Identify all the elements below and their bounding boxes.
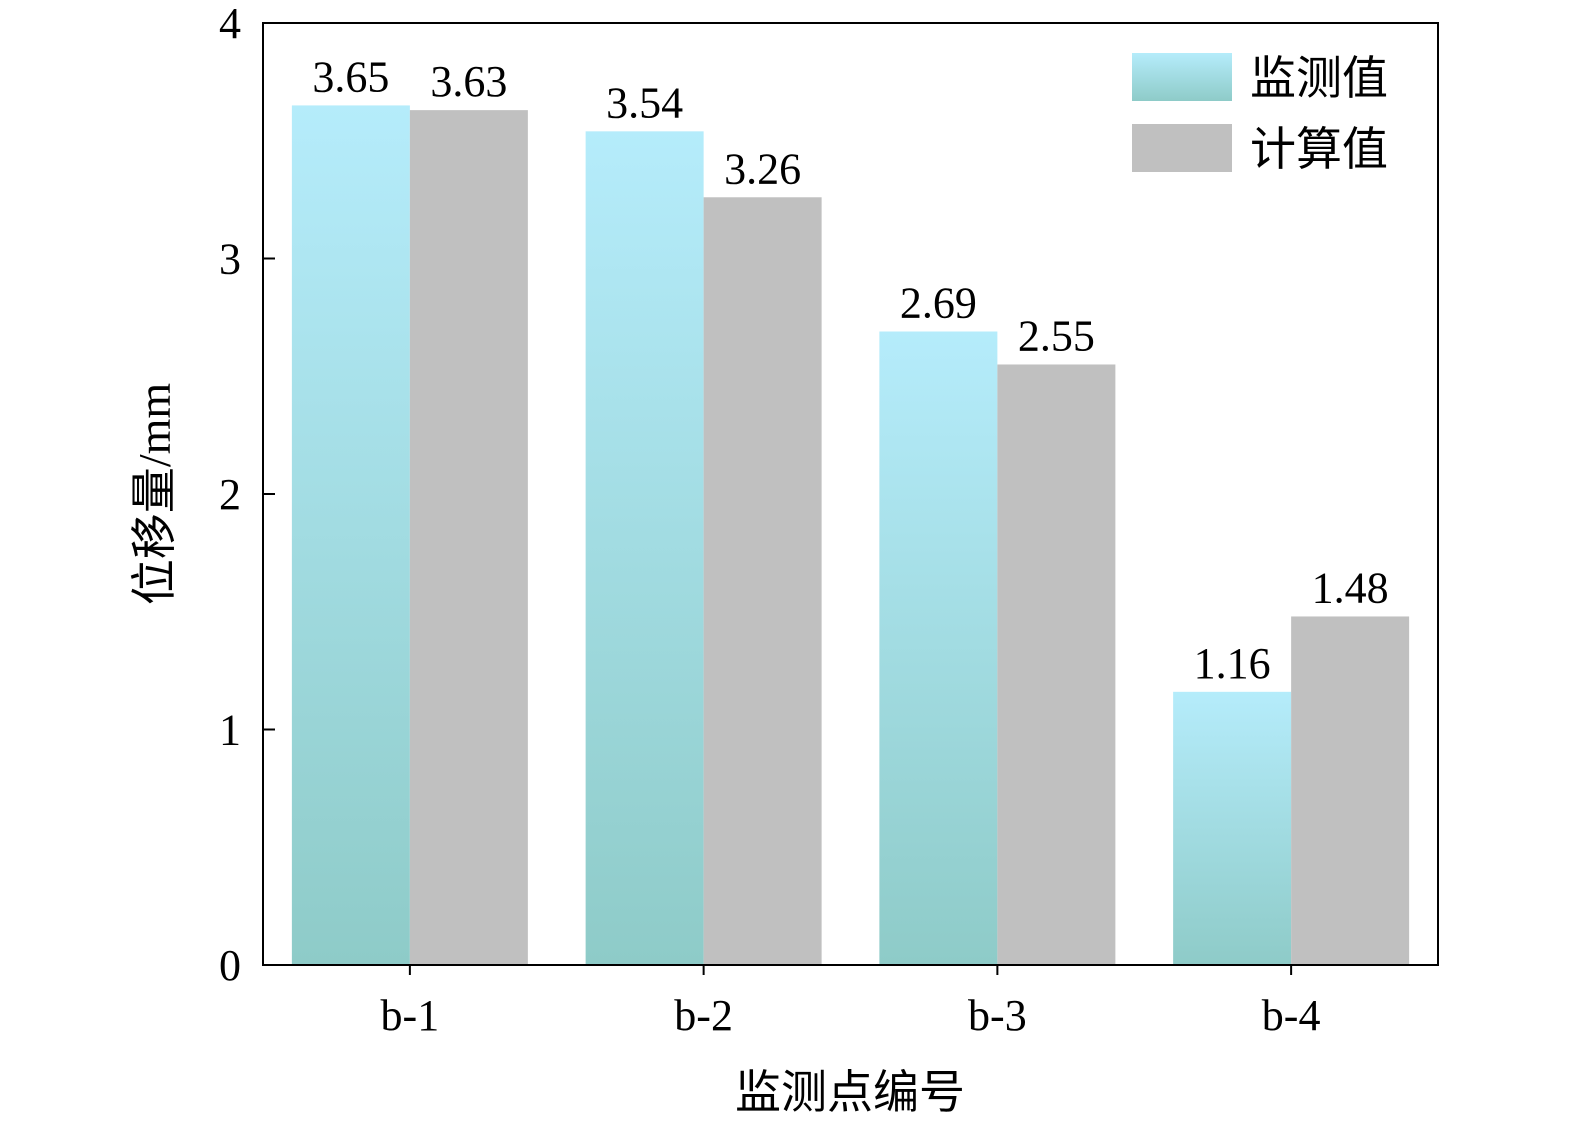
data-label-monitor-b-2: 3.54: [606, 78, 683, 127]
legend-swatch-monitor: [1132, 53, 1232, 101]
data-label-monitor-b-4: 1.16: [1194, 639, 1271, 688]
x-tick-label: b-3: [968, 991, 1027, 1040]
data-label-monitor-b-3: 2.69: [900, 279, 977, 328]
data-label-calc-b-2: 3.26: [724, 144, 801, 193]
legend-label-monitor: 监测值: [1250, 53, 1388, 104]
bar-calc-b-3: [997, 364, 1116, 966]
bar-calc-b-2: [703, 197, 822, 965]
y-tick-label: 1: [219, 706, 241, 755]
y-axis-title: 位移量/mm: [129, 383, 180, 606]
bar-monitor-b-3: [879, 331, 998, 965]
data-label-calc-b-1: 3.63: [430, 57, 507, 106]
x-axis-title: 监测点编号: [735, 1067, 965, 1118]
bar-calc-b-4: [1291, 616, 1410, 965]
y-tick-label: 4: [219, 0, 241, 48]
bar-monitor-b-4: [1173, 691, 1292, 965]
x-tick-label: b-2: [674, 991, 733, 1040]
bar-monitor-b-2: [585, 131, 704, 965]
y-tick-label: 2: [219, 470, 241, 519]
legend-label-calc: 计算值: [1250, 124, 1388, 175]
y-tick-label: 3: [219, 235, 241, 284]
legend-swatch-calc: [1132, 124, 1232, 172]
data-labels-group: 3.65 3.63 3.54 3.26 2.69 2.55 1.16 1.48: [312, 52, 1388, 687]
data-label-calc-b-3: 2.55: [1018, 311, 1095, 360]
axes-group: b-1 b-2 b-3 b-4 0 1 2 3 4: [219, 0, 1439, 1040]
data-label-calc-b-4: 1.48: [1312, 563, 1389, 612]
bar-calc-b-1: [409, 110, 528, 965]
y-tick-label: 0: [219, 941, 241, 990]
x-tick-label: b-1: [381, 991, 440, 1040]
data-label-monitor-b-1: 3.65: [312, 52, 389, 101]
bars-group: [291, 105, 1410, 966]
x-tick-label: b-4: [1262, 991, 1321, 1040]
bar-monitor-b-1: [291, 105, 410, 966]
